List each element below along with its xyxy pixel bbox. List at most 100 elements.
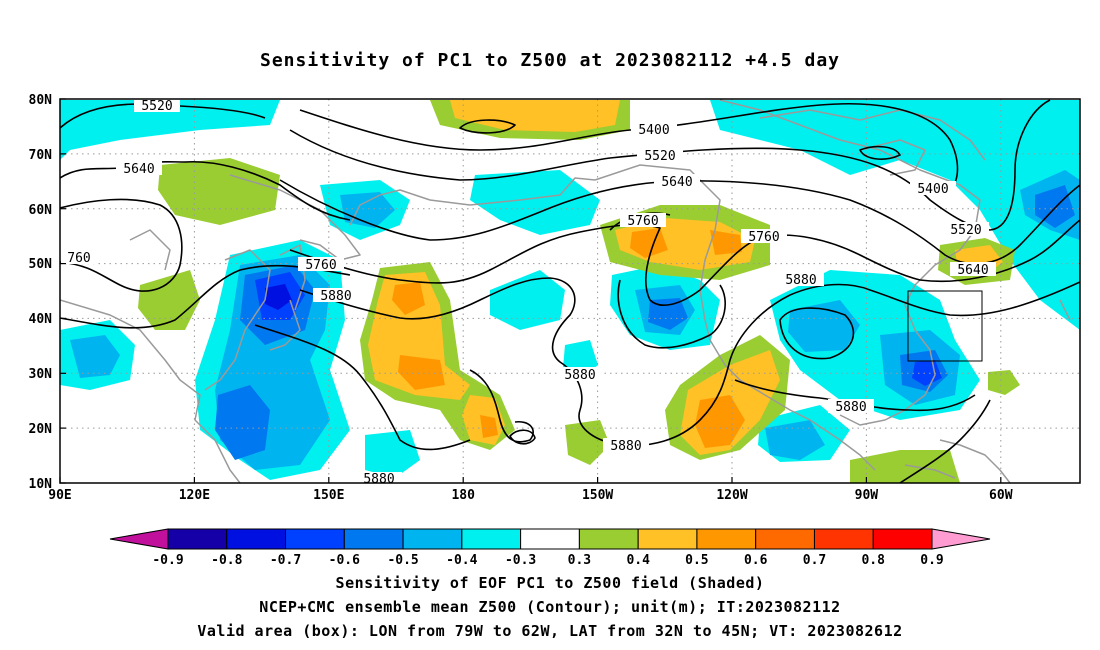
lon-label: 150W: [582, 488, 613, 503]
shade-green: [158, 158, 280, 225]
shade-green: [850, 450, 960, 483]
lon-label: 60W: [989, 488, 1013, 503]
lat-label: 70N: [29, 148, 53, 163]
colorbar-label: -0.4: [446, 553, 477, 568]
colorbar-label: 0.8: [861, 553, 885, 568]
shade-cyan: [710, 100, 1080, 330]
contour-small-loop: [509, 429, 536, 445]
lon-label: 120W: [716, 488, 747, 503]
contour-label: 5880: [363, 472, 394, 487]
shade-orange: [398, 355, 445, 390]
colorbar-label: 0.5: [685, 553, 708, 568]
contour-5880-seast: [899, 399, 991, 483]
colorbar-bin: [167, 528, 228, 550]
lat-label: 20N: [29, 422, 53, 437]
shade-blue: [648, 298, 688, 330]
contour-5520-west: [60, 103, 141, 129]
colorbar-bin: [578, 528, 639, 550]
colorbar-bin: [343, 528, 404, 550]
shading-layer: [60, 100, 1080, 483]
shade-cyan: [60, 100, 280, 160]
longitude-labels: 90E 120E 150E 180 150W 120W 90W 60W: [48, 488, 1012, 503]
shade-lightblue: [70, 335, 120, 378]
colorbar-label: 0.4: [626, 553, 650, 568]
contour-5880-pac: [617, 279, 726, 349]
lat-label: 30N: [29, 367, 53, 382]
contour-label: 5880: [320, 289, 351, 304]
contour-5400-loop: [459, 119, 516, 134]
shade-lightblue: [765, 420, 825, 460]
shade-orange: [630, 228, 668, 258]
colorbar-bin: [402, 528, 463, 550]
map-frame: [59, 98, 1081, 484]
shade-orange: [480, 415, 498, 438]
colorbar-label: -0.6: [329, 553, 360, 568]
lat-label: 40N: [29, 312, 53, 327]
colorbar-label: -0.8: [211, 553, 242, 568]
shade-blue: [1035, 185, 1075, 228]
shade-yellow: [368, 272, 470, 400]
lon-label: 90E: [48, 488, 71, 503]
colorbar-low-tip: [109, 528, 169, 550]
contour-5520-main: [289, 99, 1051, 231]
contour-5880-lobe: [779, 307, 855, 360]
colorbar-bin: [755, 528, 815, 550]
shade-green: [138, 270, 200, 330]
contour-5760-main: [289, 219, 1080, 306]
contour-label: 5520: [644, 149, 675, 164]
contour-label: 5760: [627, 214, 658, 229]
lat-label: 60N: [29, 203, 53, 218]
shade-yellow: [450, 100, 620, 132]
colorbar-label: -0.3: [505, 553, 536, 568]
contour-label: 5880: [785, 273, 816, 288]
contour-label: 5880: [610, 439, 641, 454]
colorbar-label: 0.3: [568, 553, 591, 568]
contour-label: 5760: [305, 258, 336, 273]
contour-label: 5520: [141, 99, 172, 114]
lon-label: 150E: [313, 488, 344, 503]
colorbar-label: 0.6: [744, 553, 768, 568]
contour-5400-main: [299, 102, 959, 191]
contour-label: 760: [67, 251, 90, 266]
caption-line-3: Valid area (box): LON from 79W to 62W, L…: [197, 622, 903, 640]
shade-darkblue: [912, 360, 942, 386]
lon-label: 90W: [855, 488, 879, 503]
axis-ticks: [59, 98, 1002, 484]
colorbar-label: 0.7: [803, 553, 826, 568]
contour-label: 5640: [661, 175, 692, 190]
colorbar-bin: [813, 528, 874, 550]
colorbar-high-tip: [931, 528, 991, 550]
contour-label: 5640: [123, 162, 154, 177]
contour-5520-loop: [179, 105, 266, 119]
shade-green: [988, 370, 1020, 395]
colorbar-bin: [520, 528, 580, 550]
contour-label: 5520: [950, 223, 981, 238]
shade-cyan: [490, 270, 565, 330]
map-panel: 5520 5640 760 5400 5520 5640 5760 5880 5…: [29, 93, 1081, 503]
lat-label: 80N: [29, 93, 53, 108]
colorbar-label: -0.5: [387, 553, 418, 568]
contour-label: 5640: [957, 263, 988, 278]
contour-5880-sw: [254, 324, 471, 451]
colorbar-bin: [872, 528, 933, 550]
lat-label: 50N: [29, 257, 53, 272]
shade-green: [565, 420, 610, 465]
valid-area-box: [907, 290, 983, 362]
colorbar-label: -0.7: [270, 553, 301, 568]
figure-title: Sensitivity of PC1 to Z500 at 2023082112…: [259, 50, 840, 71]
contour-5640-main: [279, 179, 1080, 265]
colorbar-bin: [285, 528, 345, 550]
lat-label: 10N: [29, 477, 53, 492]
graticule: [60, 99, 1080, 483]
contour-label: 5400: [917, 182, 948, 197]
shade-darkblue: [265, 284, 292, 310]
latitude-labels: 80N 70N 60N 50N 40N 30N 20N 10N: [29, 93, 53, 492]
colorbar-label: 0.9: [920, 553, 943, 568]
contour-5640-west: [60, 160, 351, 221]
contour-5640-loop: [60, 198, 183, 292]
shade-cyan: [365, 430, 420, 478]
colorbar-bin: [637, 528, 698, 550]
contour-label: 5880: [835, 400, 866, 415]
contour-label: 5760: [748, 230, 779, 245]
colorbar-bin: [461, 528, 522, 550]
